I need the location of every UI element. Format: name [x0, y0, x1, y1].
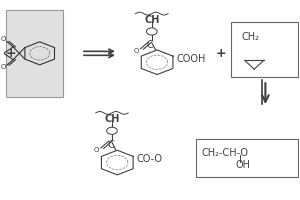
- Text: C: C: [107, 140, 114, 150]
- Text: O: O: [134, 48, 139, 54]
- Text: CH: CH: [104, 114, 120, 124]
- Text: CH₂-CH-O: CH₂-CH-O: [201, 148, 248, 158]
- Text: O: O: [1, 64, 6, 70]
- Circle shape: [107, 127, 117, 134]
- Text: CO-O: CO-O: [136, 154, 163, 164]
- Text: +: +: [216, 47, 226, 60]
- Text: +: +: [5, 47, 16, 60]
- Text: C: C: [147, 40, 154, 50]
- FancyBboxPatch shape: [232, 22, 298, 77]
- FancyBboxPatch shape: [6, 10, 63, 97]
- Text: CH₂: CH₂: [242, 32, 260, 42]
- Text: O: O: [94, 147, 99, 153]
- Text: CH: CH: [144, 15, 160, 25]
- Circle shape: [146, 28, 157, 35]
- Text: OH: OH: [235, 160, 250, 170]
- Text: O: O: [1, 36, 6, 42]
- FancyBboxPatch shape: [196, 139, 298, 177]
- Text: COOH: COOH: [176, 54, 206, 64]
